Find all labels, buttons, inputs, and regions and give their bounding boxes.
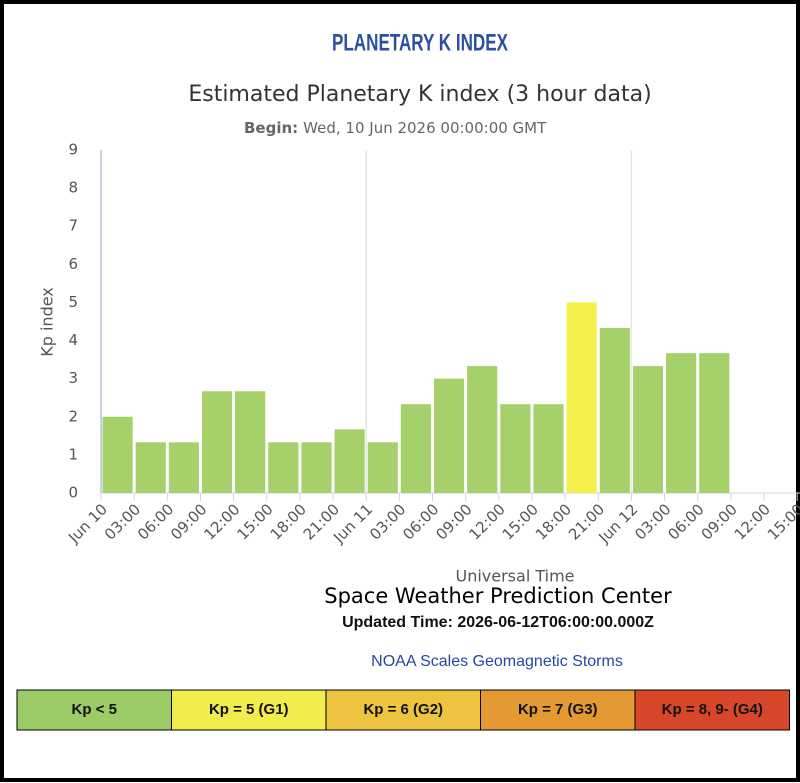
bar <box>235 391 266 493</box>
scale-swatch <box>480 689 636 731</box>
subtitle-text: Wed, 10 Jun 2026 00:00:00 GMT <box>303 119 547 137</box>
scale-label: Kp = 7 (G3) <box>518 701 598 718</box>
y-axis-title: Kp index <box>38 287 57 357</box>
y-tick-label: 2 <box>68 407 78 425</box>
bar <box>400 404 431 493</box>
bar <box>632 366 664 493</box>
bar <box>334 429 365 493</box>
bar <box>467 366 498 493</box>
y-tick-label: 3 <box>68 369 78 387</box>
y-tick-label: 6 <box>68 255 78 273</box>
org-name: Space Weather Prediction Center <box>324 584 672 608</box>
y-tick-label: 0 <box>68 484 78 502</box>
scale-label: Kp = 6 (G2) <box>363 701 443 718</box>
scale-swatch <box>634 689 790 731</box>
bar <box>666 353 697 493</box>
chart-subtitle: Begin: Wed, 10 Jun 2026 00:00:00 GMT <box>244 119 547 137</box>
scale-title: NOAA Scales Geomagnetic Storms <box>371 653 623 670</box>
scale-label: Kp < 5 <box>72 701 117 718</box>
scale-bar: Kp < 5 Kp = 5 (G1) Kp = 6 (G2) Kp = 7 (G3) K… <box>16 689 790 731</box>
bar <box>301 442 332 493</box>
scale-label: Kp = 8, 9- (G4) <box>662 701 763 718</box>
scale-swatch <box>325 689 481 731</box>
subtitle-label: Begin: <box>244 119 298 137</box>
bar <box>699 353 730 493</box>
scale-label: Kp = 5 (G1) <box>209 701 289 718</box>
y-tick-label: 8 <box>68 179 78 197</box>
y-tick-label: 5 <box>68 293 78 311</box>
y-tick-label: 4 <box>68 331 78 349</box>
bar <box>168 442 199 493</box>
y-tick-label: 9 <box>68 141 78 159</box>
y-tick-label: 1 <box>68 445 78 463</box>
page-title: PLANETARY K INDEX <box>332 29 508 56</box>
bar <box>135 442 166 493</box>
bar <box>533 404 564 493</box>
bar <box>102 416 133 493</box>
bar <box>566 302 597 493</box>
bar <box>268 442 299 493</box>
scale-swatch <box>16 689 172 731</box>
x-axis-title: Universal Time <box>455 567 574 586</box>
bar <box>500 404 531 493</box>
bar <box>201 391 233 493</box>
bar <box>367 442 398 493</box>
bar <box>434 378 465 493</box>
updated-time: Updated Time: 2026-06-12T06:00:00.000Z <box>342 614 654 631</box>
y-tick-label: 7 <box>68 217 78 235</box>
bar <box>599 327 630 493</box>
chart-title: Estimated Planetary K index (3 hour data… <box>188 82 651 107</box>
